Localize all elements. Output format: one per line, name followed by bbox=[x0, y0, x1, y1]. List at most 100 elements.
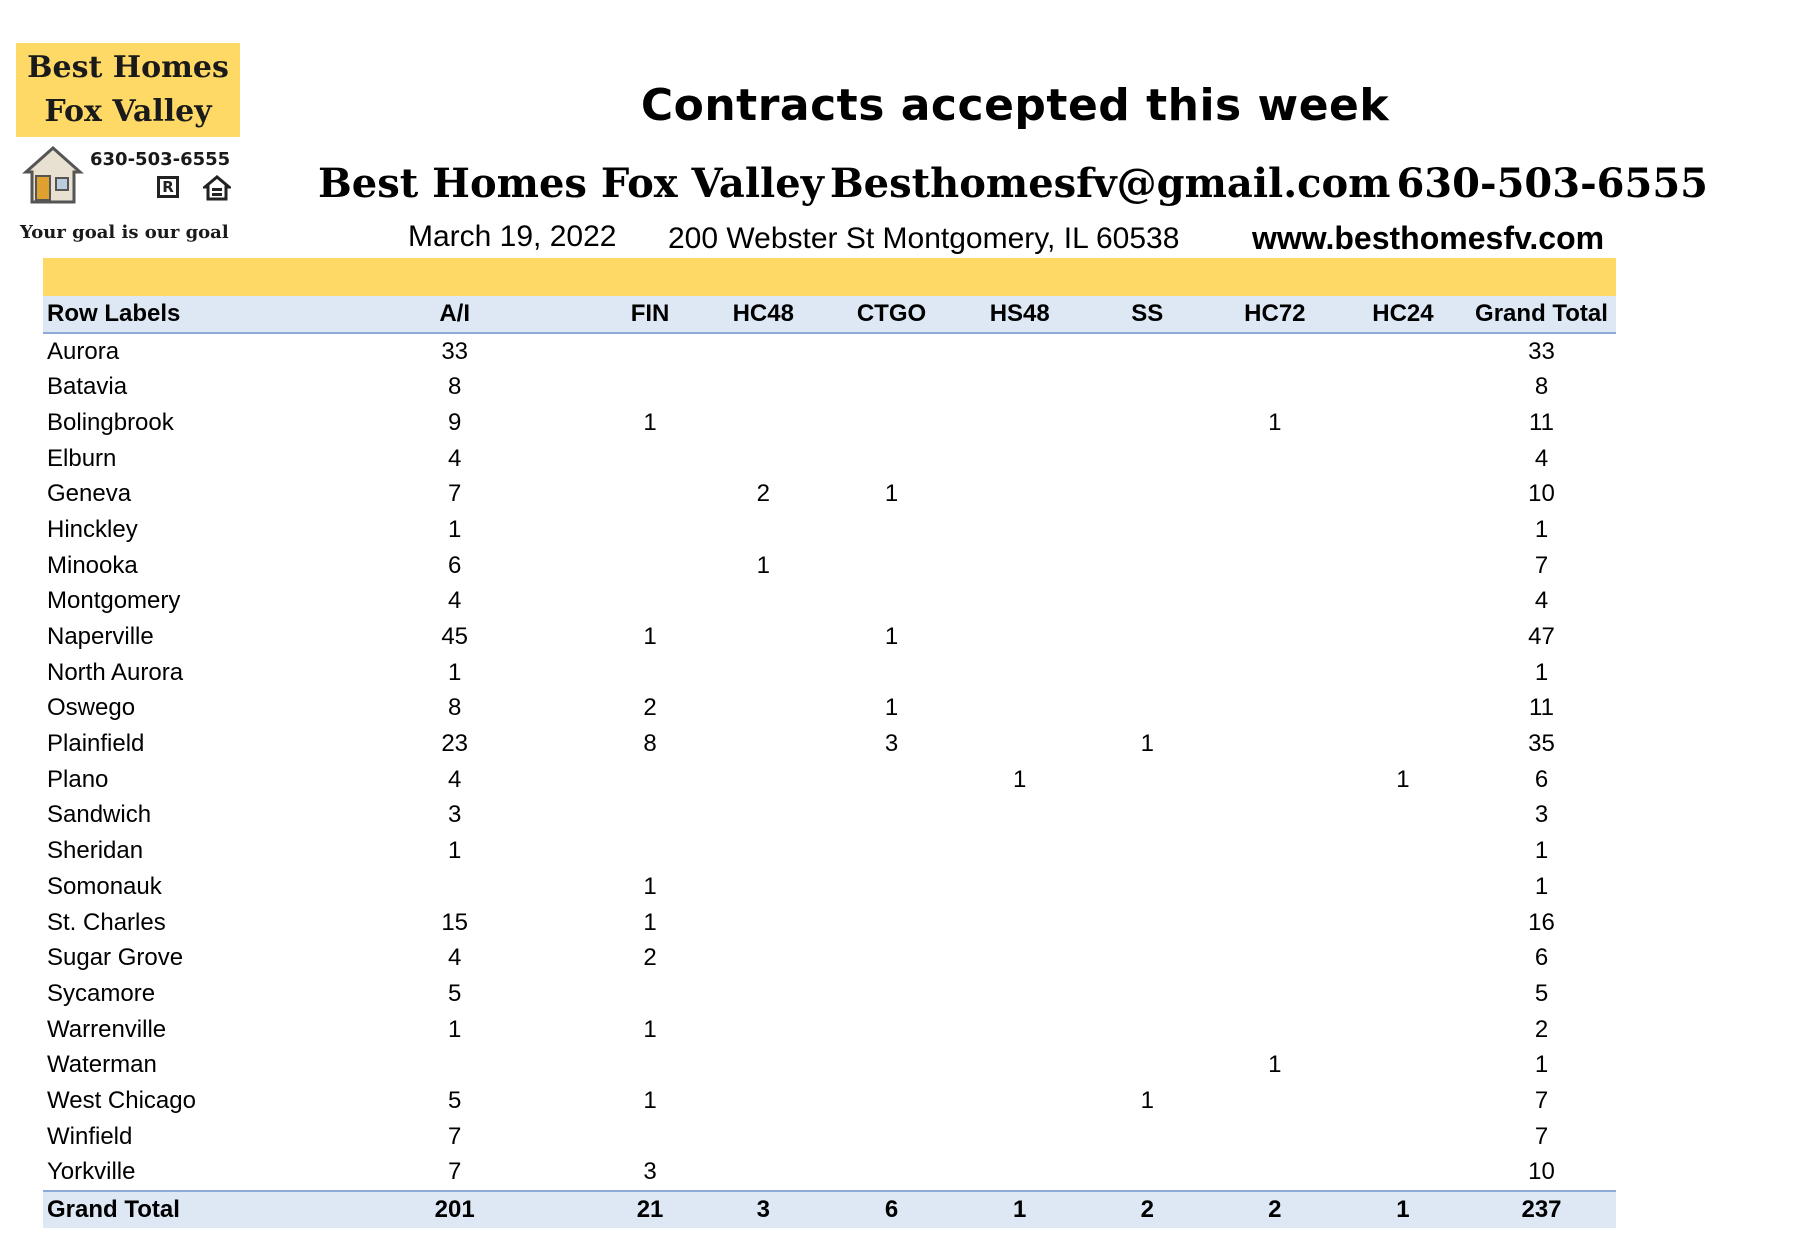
table-cell bbox=[1084, 548, 1211, 584]
row-label: North Aurora bbox=[47, 658, 184, 686]
table-row: Sugar Grove 4 2 6 bbox=[43, 940, 1616, 976]
row-label: Winfield bbox=[47, 1122, 133, 1150]
row-label: Sandwich bbox=[47, 801, 152, 829]
table-row: Plano 4 1 1 6 bbox=[43, 762, 1616, 798]
column-header-hs48: HS48 bbox=[955, 296, 1084, 334]
table-cell bbox=[1211, 619, 1339, 655]
table-cell bbox=[1084, 940, 1211, 976]
table-cell bbox=[601, 512, 699, 548]
email-address: Besthomesfv@gmail.com bbox=[829, 160, 1391, 207]
table-cell: 3 bbox=[448, 801, 462, 829]
table-cell bbox=[415, 869, 494, 905]
table-cell bbox=[956, 976, 1084, 1012]
table-cell bbox=[827, 940, 955, 976]
contact-line: Best Homes Fox Valley Besthomesfv@gmail.… bbox=[318, 160, 1708, 207]
table-cell: 3 bbox=[1534, 801, 1549, 829]
table-row: Waterman 1 1 bbox=[43, 1047, 1616, 1083]
column-spacer bbox=[494, 369, 601, 405]
table-row: Warrenville 1 1 2 bbox=[43, 1012, 1616, 1048]
column-spacer bbox=[494, 1047, 601, 1083]
table-cell: 7 bbox=[448, 480, 462, 508]
table-cell: 6 bbox=[448, 551, 462, 579]
company-name: Best Homes Fox Valley bbox=[318, 160, 824, 207]
table-cell bbox=[1211, 762, 1339, 798]
contracts-table: Row Labels A/I FIN HC48 CTGO HS48 SS HC7… bbox=[43, 296, 1616, 1228]
table-cell bbox=[827, 512, 955, 548]
column-header-hc24: HC24 bbox=[1338, 296, 1467, 334]
logo-phone: 630-503-6555 bbox=[90, 149, 231, 170]
column-spacer bbox=[494, 476, 601, 512]
table-cell bbox=[1211, 1012, 1339, 1048]
table-cell bbox=[827, 1047, 955, 1083]
table-row: Naperville 45 1 1 47 bbox=[43, 619, 1616, 655]
column-spacer bbox=[494, 905, 601, 941]
table-cell bbox=[1084, 405, 1211, 441]
table-cell: 1 bbox=[643, 1015, 657, 1043]
column-spacer bbox=[494, 548, 601, 584]
table-cell: 16 bbox=[1528, 908, 1555, 936]
table-cell bbox=[699, 584, 827, 620]
column-spacer bbox=[494, 726, 601, 762]
column-spacer bbox=[494, 333, 601, 370]
column-spacer bbox=[494, 1083, 601, 1119]
table-cell bbox=[956, 405, 1084, 441]
table-cell: 8 bbox=[1534, 373, 1549, 401]
column-spacer bbox=[494, 798, 601, 834]
table-cell bbox=[1084, 619, 1211, 655]
table-row: Geneva 7 2 1 10 bbox=[43, 476, 1616, 512]
table-cell bbox=[1211, 369, 1339, 405]
row-label: Plano bbox=[47, 765, 109, 793]
table-row: Oswego 8 2 1 11 bbox=[43, 691, 1616, 727]
column-spacer bbox=[494, 655, 601, 691]
table-cell: 3 bbox=[884, 730, 899, 758]
table-cell bbox=[956, 691, 1084, 727]
table-cell bbox=[699, 726, 827, 762]
table-row: Bolingbrook 9 1 1 11 bbox=[43, 405, 1616, 441]
table-cell: 1 bbox=[448, 515, 462, 543]
column-spacer bbox=[494, 976, 601, 1012]
table-cell bbox=[1084, 512, 1211, 548]
column-spacer bbox=[494, 762, 601, 798]
table-cell bbox=[1339, 905, 1467, 941]
table-cell: 1 bbox=[884, 623, 899, 651]
table-cell bbox=[827, 548, 955, 584]
logo-line-1: Best Homes bbox=[27, 50, 229, 85]
table-cell: 33 bbox=[441, 337, 469, 365]
row-label: Elburn bbox=[47, 444, 117, 472]
table-cell bbox=[1084, 584, 1211, 620]
table-cell: 1 bbox=[884, 480, 899, 508]
table-cell: 2 bbox=[1534, 1015, 1549, 1043]
row-label: Plainfield bbox=[47, 730, 145, 758]
column-spacer bbox=[494, 1190, 601, 1228]
table-cell: 45 bbox=[441, 623, 469, 651]
table-cell: 21 bbox=[600, 1190, 700, 1228]
column-spacer bbox=[494, 1155, 601, 1192]
row-label: Waterman bbox=[47, 1051, 157, 1079]
table-cell bbox=[827, 405, 955, 441]
table-cell: 10 bbox=[1528, 1158, 1555, 1186]
table-cell bbox=[1211, 833, 1339, 869]
table-cell bbox=[1084, 655, 1211, 691]
row-label: Geneva bbox=[47, 480, 132, 508]
logo-tagline: Your goal is our goal bbox=[20, 222, 229, 243]
table-cell bbox=[1339, 691, 1467, 727]
table-cell bbox=[1339, 1083, 1467, 1119]
table-cell: 1 bbox=[1534, 837, 1549, 865]
column-header-ss: SS bbox=[1083, 296, 1211, 334]
table-cell: 1 bbox=[1268, 1051, 1282, 1079]
table-cell bbox=[601, 798, 699, 834]
table-cell: 1 bbox=[643, 408, 657, 436]
table-cell bbox=[1084, 1155, 1211, 1192]
table-cell bbox=[1084, 333, 1211, 370]
table-cell: 5 bbox=[448, 979, 462, 1007]
table-cell: 10 bbox=[1528, 480, 1555, 508]
table-cell bbox=[601, 548, 699, 584]
row-label: Bolingbrook bbox=[47, 408, 174, 436]
table-cell bbox=[601, 441, 699, 477]
table-cell bbox=[827, 1155, 955, 1192]
table-cell: 4 bbox=[448, 444, 462, 472]
table-cell bbox=[1211, 869, 1339, 905]
table-cell bbox=[1339, 584, 1467, 620]
row-label: Sycamore bbox=[47, 979, 156, 1007]
table-cell bbox=[601, 369, 699, 405]
